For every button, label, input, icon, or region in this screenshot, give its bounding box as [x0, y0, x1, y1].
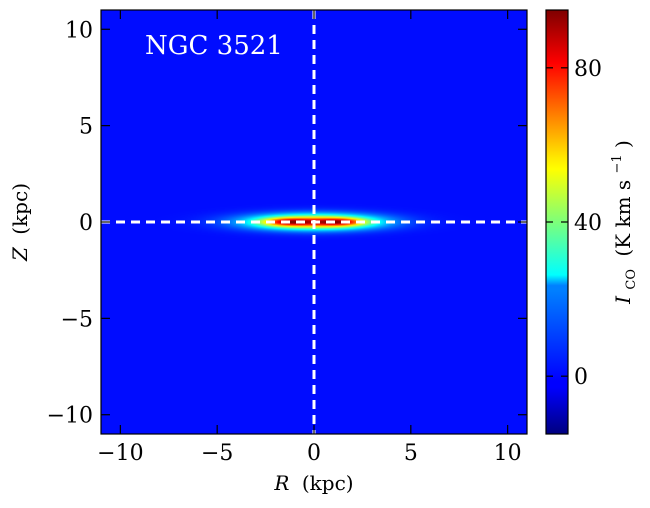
x-axis: −10 −5 0 5 10: [97, 10, 522, 466]
x-axis-label-var: R: [273, 471, 289, 495]
x-tick-label: 0: [307, 441, 321, 466]
colorbar: [546, 10, 568, 434]
colorbar-tick-label: 0: [574, 365, 588, 390]
x-tick-label: 5: [404, 441, 418, 466]
colorbar-label-var: I: [611, 295, 635, 305]
x-tick-label: −10: [97, 441, 143, 466]
galaxy-name-annotation: NGC 3521: [145, 31, 283, 61]
colorbar-tick-label: 40: [574, 211, 602, 236]
y-axis-label-var: Z: [8, 246, 32, 262]
reference-lines: [101, 10, 527, 434]
y-tick-label: −5: [61, 307, 93, 332]
y-axis: −10 −5 0 5 10: [47, 18, 527, 429]
colorbar-label-unit: (K km s: [611, 180, 635, 257]
x-tick-label: −5: [201, 441, 233, 466]
x-axis-label: R (kpc): [273, 471, 353, 495]
colorbar-label-close: ): [611, 140, 635, 148]
y-tick-label: 5: [79, 115, 93, 140]
y-axis-label-unit: (kpc): [8, 183, 32, 235]
colorbar-label-sub: CO: [624, 269, 639, 290]
x-axis-label-unit: (kpc): [302, 471, 354, 495]
colorbar-label: I CO (K km s −1 ): [602, 140, 640, 305]
x-tick-label: 10: [494, 441, 522, 466]
y-axis-label: Z (kpc): [8, 183, 32, 262]
y-tick-label: 10: [65, 18, 93, 43]
y-tick-label: 0: [79, 211, 93, 236]
colorbar-tick-label: 80: [574, 57, 602, 82]
colorbar-label-exp: −1: [610, 154, 625, 173]
colorbar-ticks: 0 40 80: [546, 57, 602, 390]
y-tick-label: −10: [47, 404, 93, 429]
